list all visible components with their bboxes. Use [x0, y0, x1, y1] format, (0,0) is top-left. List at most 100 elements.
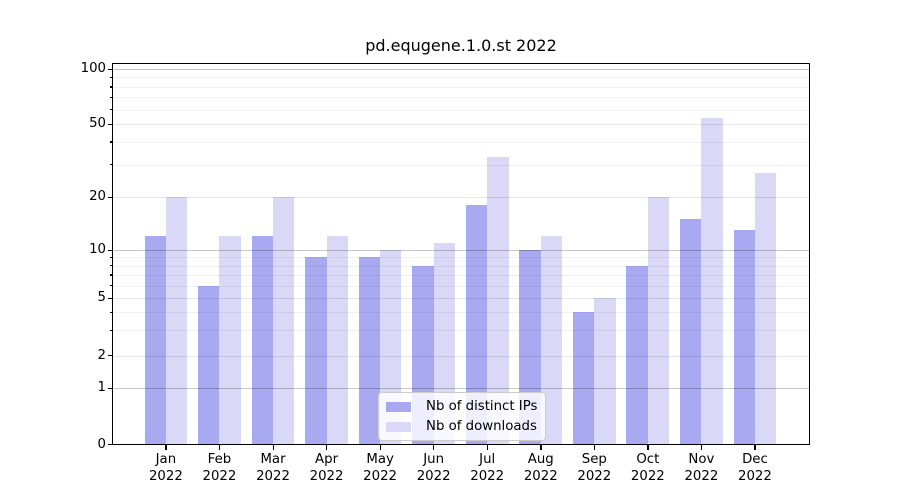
y-tick-label: 20: [89, 189, 106, 204]
y-axis-minor-tick: [109, 164, 112, 166]
bar-downloads-aug: [540, 236, 563, 445]
bar-downloads-feb: [219, 236, 241, 445]
gridline-minor: [112, 257, 810, 259]
x-axis-tick: [700, 445, 703, 450]
y-tick-label: 0: [97, 436, 106, 452]
y-axis-minor-tick: [109, 141, 112, 143]
x-axis-tick: [540, 445, 542, 450]
x-axis-tick: [326, 445, 328, 450]
y-axis-minor-tick: [109, 274, 112, 276]
gridline-minor: [112, 164, 810, 166]
x-axis-tick: [593, 445, 596, 450]
gridline-20: [112, 197, 810, 198]
bar-downloads-mar: [273, 197, 295, 445]
y-axis-minor-tick: [109, 311, 112, 314]
gridline-minor: [112, 141, 810, 143]
legend-swatch-distinct-ips: [386, 401, 411, 412]
bar-distinct-ips-oct: [626, 265, 648, 445]
y-axis-minor-tick: [109, 256, 112, 259]
y-tick-label: 10: [89, 242, 106, 257]
y-axis-tick: [107, 355, 112, 357]
y-axis-tick: [107, 196, 112, 198]
gridline-50: [112, 124, 810, 125]
gridline-minor: [112, 285, 810, 287]
y-axis-minor-tick: [109, 285, 112, 287]
y-tick-label: 5: [97, 290, 106, 306]
y-axis-tick: [107, 68, 112, 70]
y-axis-minor-tick: [109, 265, 112, 267]
gridline-minor: [112, 274, 810, 276]
gridline-minor: [112, 77, 810, 79]
bar-downloads-sep: [594, 298, 616, 445]
bar-distinct-ips-apr: [305, 257, 327, 445]
y-axis-tick: [107, 297, 112, 300]
gridline-minor: [112, 330, 810, 332]
x-axis-tick: [272, 445, 274, 450]
legend-item-distinct-ips: Nb of distinct IPs: [386, 398, 537, 415]
legend: Nb of distinct IPs Nb of downloads: [378, 392, 546, 441]
bar-downloads-nov: [701, 117, 723, 445]
gridline-2: [112, 355, 810, 357]
x-axis-tick: [433, 445, 435, 450]
bar-downloads-apr: [326, 236, 348, 445]
x-tick-label: Oct 2022: [630, 452, 665, 484]
gridline-100: [112, 69, 810, 70]
x-tick-label: Feb 2022: [202, 452, 237, 484]
bar-distinct-ips-mar: [251, 236, 273, 445]
x-axis-tick: [754, 445, 756, 450]
x-axis-tick: [218, 445, 221, 450]
x-axis-tick: [379, 445, 381, 450]
x-axis-tick: [165, 445, 167, 450]
y-tick-label: 1: [97, 380, 106, 396]
bar-downloads-jan: [165, 197, 188, 445]
y-axis-minor-tick: [109, 76, 112, 79]
plot-area: [112, 63, 810, 445]
y-tick-label: 50: [89, 116, 106, 131]
gridline-minor: [112, 97, 810, 99]
x-tick-label: Jan 2022: [148, 452, 183, 484]
y-axis-tick: [107, 444, 112, 446]
legend-label: Nb of distinct IPs: [426, 399, 538, 414]
y-axis-tick: [107, 123, 112, 125]
y-axis-minor-tick: [109, 96, 112, 99]
legend-label: Nb of downloads: [426, 419, 537, 434]
y-axis-minor-tick: [109, 109, 112, 111]
y-axis-minor-tick: [109, 329, 112, 332]
bar-distinct-ips-jul: [465, 205, 488, 445]
x-tick-label: Dec 2022: [738, 452, 772, 484]
x-tick-label: May 2022: [363, 452, 398, 484]
y-axis-tick: [107, 249, 112, 251]
y-tick-label: 100: [80, 61, 106, 76]
bar-downloads-dec: [754, 173, 777, 445]
bar-distinct-ips-sep: [572, 312, 595, 445]
x-tick-label: Jul 2022: [470, 452, 505, 484]
bar-distinct-ips-jan: [144, 236, 166, 445]
y-tick-label: 2: [97, 347, 106, 363]
gridline-1: [112, 388, 810, 390]
bar-distinct-ips-feb: [198, 285, 220, 445]
bar-distinct-ips-dec: [733, 229, 755, 445]
x-tick-label: Mar 2022: [256, 452, 290, 484]
x-tick-label: Aug 2022: [523, 452, 558, 484]
bar-distinct-ips-nov: [680, 218, 702, 445]
legend-item-downloads: Nb of downloads: [386, 418, 537, 435]
bar-distinct-ips-may: [358, 257, 381, 445]
x-tick-label: Sep 2022: [577, 452, 612, 484]
x-axis-tick: [486, 445, 488, 450]
y-axis-tick: [107, 387, 112, 390]
bar-downloads-jul: [487, 157, 509, 445]
bar-downloads-oct: [647, 197, 670, 445]
y-axis-minor-tick: [109, 86, 112, 88]
gridline-minor: [112, 86, 810, 88]
x-axis-tick: [647, 445, 649, 450]
x-tick-label: Nov 2022: [684, 452, 719, 484]
gridline-minor: [112, 109, 810, 111]
gridline-10: [112, 250, 810, 251]
x-tick-label: Jun 2022: [416, 452, 451, 484]
chart-title: pd.equgene.1.0.st 2022: [365, 36, 557, 55]
gridline-minor: [112, 265, 810, 267]
x-tick-label: Apr 2022: [309, 452, 344, 484]
gridline-minor: [112, 312, 810, 314]
legend-swatch-downloads: [386, 421, 411, 432]
